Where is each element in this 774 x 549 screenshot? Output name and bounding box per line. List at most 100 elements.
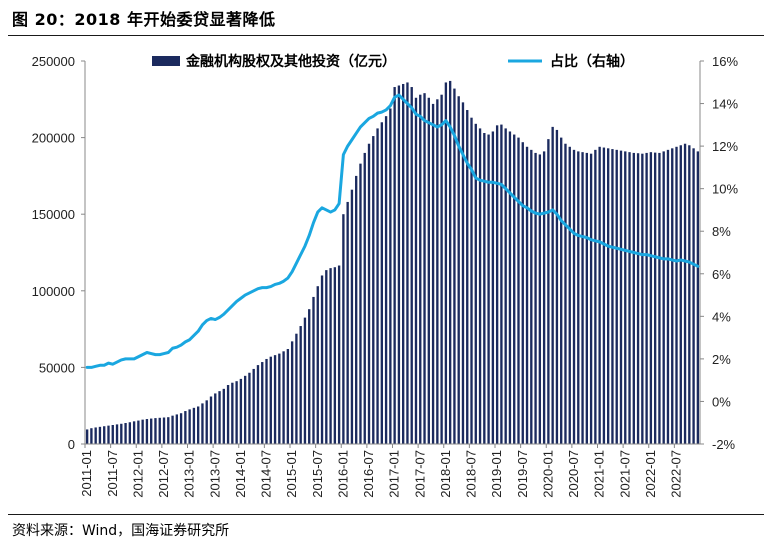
bar: [252, 368, 255, 444]
x-tick-label: 2011-01: [79, 450, 94, 497]
bar: [350, 189, 354, 444]
x-tick-label: 2016-07: [361, 450, 376, 498]
legend-bar-swatch: [152, 56, 180, 66]
y-right-tick-label: 6%: [712, 267, 731, 282]
y-right-tick-label: 0%: [712, 394, 731, 409]
bar: [440, 94, 443, 444]
bar: [337, 265, 341, 444]
bar: [410, 87, 413, 444]
y-right-tick-label: 2%: [712, 352, 731, 367]
bar: [611, 149, 614, 444]
bar: [525, 146, 529, 445]
bar: [431, 103, 435, 445]
bar: [402, 83, 405, 444]
bar: [534, 152, 537, 445]
y-left-tick-label: 250000: [32, 54, 75, 69]
x-tick-label: 2020-01: [540, 450, 555, 498]
bar: [128, 422, 132, 444]
bar: [568, 146, 571, 445]
bar: [581, 152, 584, 444]
y-right-tick-label: 8%: [712, 224, 731, 239]
bar: [397, 85, 401, 444]
x-tick-label: 2019-01: [489, 450, 504, 498]
bar: [414, 97, 418, 445]
bar: [538, 154, 542, 444]
bar: [572, 149, 576, 445]
bar: [367, 143, 371, 445]
bar: [94, 427, 97, 444]
y-left-tick-label: 100000: [32, 284, 75, 299]
y-right-tick-label: 16%: [712, 54, 738, 69]
bar: [589, 153, 593, 444]
bar: [564, 143, 567, 445]
y-axis-left: 0 50000 100000 150000 200000 250000: [32, 54, 86, 452]
bar: [312, 296, 315, 444]
x-tick-label: 2014-07: [259, 450, 274, 498]
bar: [316, 286, 319, 444]
bar: [372, 136, 375, 444]
bar: [474, 123, 477, 444]
x-tick-label: 2011-07: [105, 450, 120, 497]
bar: [636, 153, 640, 445]
bar: [521, 142, 524, 444]
bar: [615, 149, 618, 445]
x-tick-label: 2012-01: [130, 450, 145, 498]
bar: [359, 163, 362, 444]
y-right-tick-label: 12%: [712, 139, 738, 154]
bar: [188, 409, 191, 444]
source-note: 资料来源：Wind，国海证券研究所: [12, 523, 230, 539]
bar: [201, 403, 204, 444]
bar: [167, 417, 170, 444]
bar: [508, 131, 512, 444]
bar: [487, 134, 490, 445]
figure-title: 图 20：2018 年开始委贷显著降低: [12, 10, 276, 29]
line-series: [85, 93, 700, 369]
x-tick-label: 2021-01: [592, 450, 607, 498]
bar: [239, 378, 243, 444]
y-right-tick-label: -2%: [712, 437, 736, 452]
y-right-tick-label: 10%: [712, 182, 738, 197]
bar: [295, 333, 298, 444]
bar: [222, 388, 225, 444]
bar: [666, 149, 670, 445]
bar: [624, 151, 627, 444]
bar: [120, 423, 123, 444]
bar: [115, 424, 119, 444]
bar: [513, 134, 516, 445]
x-tick-label: 2022-07: [669, 450, 684, 498]
bar: [209, 396, 213, 444]
bar: [98, 426, 102, 444]
bar: [675, 146, 678, 445]
bar: [436, 99, 439, 445]
bar: [329, 268, 332, 444]
bar: [145, 419, 149, 444]
x-tick-label: 2012-07: [156, 450, 171, 498]
bar: [265, 358, 268, 444]
bar: [419, 94, 422, 444]
bar: [235, 381, 238, 444]
bar: [154, 418, 157, 444]
bar: [448, 80, 452, 445]
source-divider: [8, 514, 764, 515]
bar: [641, 153, 644, 444]
bar: [111, 425, 114, 444]
bar: [248, 372, 251, 444]
bar: [205, 400, 208, 444]
bar: [308, 309, 311, 444]
bar: [303, 317, 307, 444]
bar: [325, 270, 328, 444]
bar: [423, 93, 426, 445]
bar: [577, 151, 580, 444]
bar: [607, 148, 610, 444]
bar: [132, 421, 136, 444]
bar: [90, 428, 93, 444]
bar: [389, 108, 392, 445]
y-left-tick-label: 50000: [39, 360, 75, 375]
bar: [231, 382, 234, 444]
bar: [517, 137, 520, 444]
bar: [504, 128, 507, 444]
x-tick-label: 2022-01: [643, 450, 658, 498]
x-tick-label: 2017-01: [387, 450, 402, 498]
bar: [107, 425, 110, 444]
bar: [346, 201, 349, 444]
